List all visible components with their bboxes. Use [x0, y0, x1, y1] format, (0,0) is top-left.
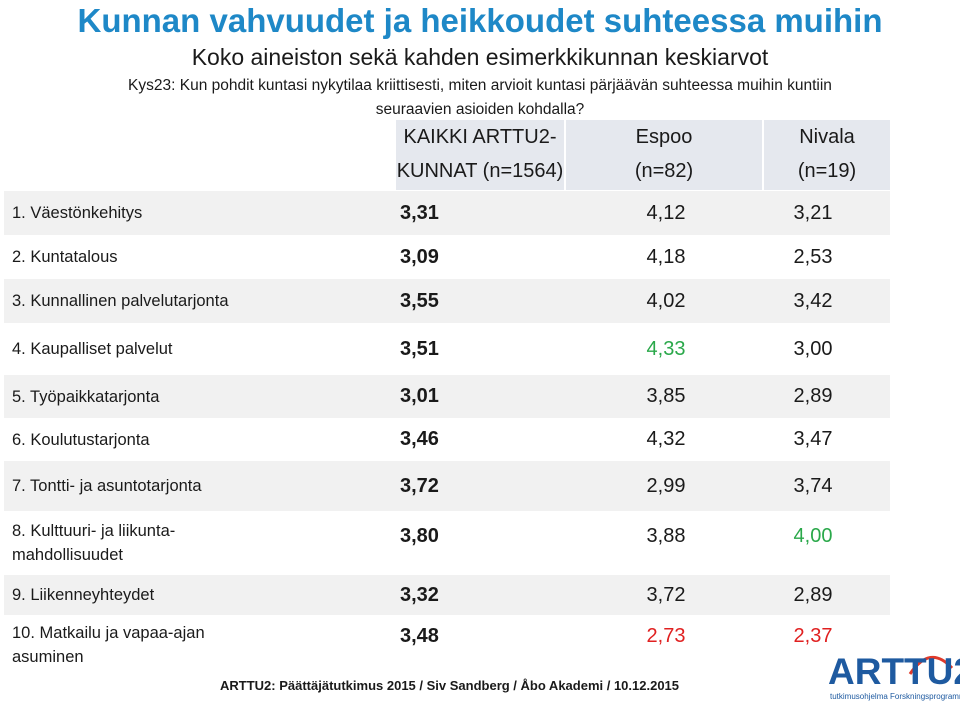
header-espoo: Espoo (n=82): [566, 120, 762, 190]
value-all: 3,48: [400, 625, 439, 647]
row-label: 9. Liikenneyhteydet: [4, 575, 400, 615]
table-row: 9. Liikenneyhteydet 3,32 3,72 2,89: [4, 575, 890, 615]
value-nivala: 3,00: [793, 337, 833, 360]
row-label-line1: 10. Matkailu ja vapaa-ajan: [12, 624, 205, 642]
value-espoo: 4,18: [646, 245, 686, 268]
page-subtitle: Koko aineiston sekä kahden esimerkkikunn…: [191, 44, 769, 70]
value-all: 3,46: [400, 428, 439, 450]
header-nivala: Nivala (n=19): [764, 120, 890, 190]
row-label: 2. Kuntatalous: [12, 248, 118, 266]
table-row: 2. Kuntatalous 3,09 4,18 2,53: [4, 235, 890, 279]
value-all: 3,32: [400, 575, 596, 615]
value-all: 3,31: [400, 191, 596, 235]
value-espoo: 4,02: [596, 279, 736, 323]
row-label-line2: mahdollisuudet: [12, 546, 123, 564]
table-row: 10. Matkailu ja vapaa-ajan asuminen 3,48…: [4, 615, 890, 677]
value-nivala: 2,37: [793, 625, 833, 647]
table-row: 3. Kunnallinen palvelutarjonta 3,55 4,02…: [4, 279, 890, 323]
value-all: 3,55: [400, 279, 596, 323]
value-espoo: 4,32: [646, 428, 686, 450]
value-nivala: 3,74: [736, 461, 890, 511]
table-row: 1. Väestönkehitys 3,31 4,12 3,21: [4, 191, 890, 235]
value-all: 3,51: [400, 337, 439, 360]
value-all: 3,09: [400, 245, 439, 268]
value-all: 3,72: [400, 461, 596, 511]
survey-question: Kys23: Kun pohdit kuntasi nykytilaa krii…: [70, 74, 890, 122]
row-label: 8. Kulttuuri- ja liikunta- mahdollisuude…: [4, 511, 400, 575]
logo-subtext: tutkimusohjelma Forskningsprogrammet: [830, 692, 960, 701]
question-line-1: Kys23: Kun pohdit kuntasi nykytilaa krii…: [128, 77, 832, 94]
row-label: 6. Koulutustarjonta: [12, 430, 150, 449]
value-espoo: 3,88: [646, 525, 686, 547]
row-label-line1: 8. Kulttuuri- ja liikunta-: [12, 522, 176, 540]
value-nivala: 2,89: [736, 575, 890, 615]
header-all-n: (n=1564): [482, 160, 564, 182]
value-nivala: 2,53: [793, 245, 833, 268]
value-espoo: 4,12: [596, 191, 736, 235]
logo-text: ARTTU2: [828, 651, 960, 692]
value-espoo: 3,72: [596, 575, 736, 615]
value-espoo: 4,33: [646, 337, 686, 360]
table-row: 7. Tontti- ja asuntotarjonta 3,72 2,99 3…: [4, 461, 890, 511]
header-espoo-n: (n=82): [634, 160, 694, 182]
value-nivala: 3,21: [736, 191, 890, 235]
value-nivala: 3,47: [793, 428, 833, 450]
row-label: 7. Tontti- ja asuntotarjonta: [4, 461, 400, 511]
row-label: 10. Matkailu ja vapaa-ajan asuminen: [4, 615, 400, 677]
row-label: 4. Kaupalliset palvelut: [12, 340, 173, 358]
table-row: 8. Kulttuuri- ja liikunta- mahdollisuude…: [4, 511, 890, 575]
value-nivala: 4,00: [793, 525, 833, 547]
results-table: 1. Väestönkehitys 3,31 4,12 3,21 2. Kunt…: [4, 191, 890, 677]
value-espoo: 2,73: [646, 625, 686, 647]
value-espoo: 3,85: [596, 375, 736, 418]
header-nivala-n: (n=19): [797, 160, 857, 182]
value-espoo: 2,99: [596, 461, 736, 511]
header-spacer: [0, 120, 394, 190]
header-all-line1: KAIKKI ARTTU2-: [403, 126, 557, 148]
row-label-line2: asuminen: [12, 648, 84, 666]
value-nivala: 2,89: [736, 375, 890, 418]
row-label: 5. Työpaikkatarjonta: [4, 375, 400, 418]
page-title: Kunnan vahvuudet ja heikkoudet suhteessa…: [77, 2, 883, 39]
question-line-2: seuraavien asioiden kohdalla?: [375, 101, 585, 118]
header-all-kunnat: KUNNAT: [396, 160, 478, 182]
arttu2-logo: ARTTU2 tutkimusohjelma Forskningsprogram…: [828, 652, 960, 706]
row-label: 1. Väestönkehitys: [4, 191, 400, 235]
value-all: 3,01: [400, 375, 596, 418]
header-nivala-name: Nivala: [799, 126, 855, 148]
table-row: 6. Koulutustarjonta 3,46 4,32 3,47: [4, 418, 890, 461]
logo-arc-icon: [908, 656, 954, 675]
header-all-line2: KUNNAT (n=1564): [396, 160, 564, 183]
footer-credit: ARTTU2: Päättäjätutkimus 2015 / Siv Sand…: [220, 678, 680, 693]
value-nivala: 3,42: [736, 279, 890, 323]
value-all: 3,80: [400, 525, 439, 547]
header-espoo-name: Espoo: [635, 126, 693, 148]
table-row: 4. Kaupalliset palvelut 3,51 4,33 3,00: [4, 323, 890, 375]
row-label: 3. Kunnallinen palvelutarjonta: [4, 279, 400, 323]
table-row: 5. Työpaikkatarjonta 3,01 3,85 2,89: [4, 375, 890, 418]
header-all-municipalities: KAIKKI ARTTU2- KUNNAT (n=1564): [396, 120, 564, 190]
